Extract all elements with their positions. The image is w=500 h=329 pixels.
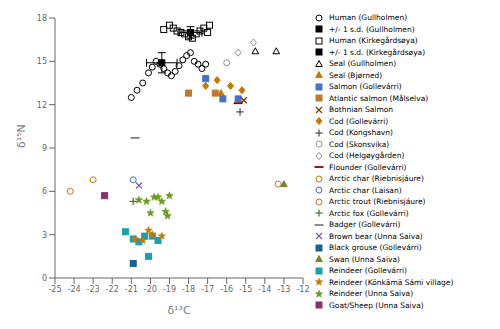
html-text:Arctic fox (Gollevárri): Arctic fox (Gollevárri) [329,208,409,218]
svg-text:-17: -17 [201,285,214,294]
svg-text:-23: -23 [87,285,100,294]
svg-text:-20: -20 [144,285,157,294]
html-text:+/- 1 s.d. (Kirkegårdsøya): +/- 1 s.d. (Kirkegårdsøya) [329,47,426,57]
html-text:Arctic char (Riebnisjáure): Arctic char (Riebnisjáure) [329,174,424,184]
html-text:Badger (Gollevárri): Badger (Gollevárri) [329,220,401,230]
html-text:Reindeer (Unna Saiva): Reindeer (Unna Saiva) [329,289,414,299]
svg-text:0: 0 [42,274,47,283]
svg-text:18: 18 [37,14,47,23]
html-text:+/- 1 s.d. (Gullholmen): +/- 1 s.d. (Gullholmen) [329,24,415,34]
svg-text:-25: -25 [48,285,61,294]
svg-text:-18: -18 [182,285,195,294]
svg-text:-16: -16 [220,285,233,294]
svg-text:-19: -19 [163,285,176,294]
html-text:Atlantic salmon (Målselva): Atlantic salmon (Målselva) [329,93,429,103]
svg-text:-22: -22 [106,285,119,294]
html-text:Flounder (Gollevárri): Flounder (Gollevárri) [329,162,407,172]
svg-text:12: 12 [37,101,47,110]
html-text:Goat/Sheep (Unna Saiva): Goat/Sheep (Unna Saiva) [329,300,424,310]
html-text:Swan (Unna Saiva): Swan (Unna Saiva) [329,254,400,264]
html-text:Black grouse (Gollevárri): Black grouse (Gollevárri) [329,243,422,253]
html-text:Human (Gullholmen): Human (Gullholmen) [329,13,408,23]
html-text:Cod (Skonsvika): Cod (Skonsvika) [329,139,390,149]
svg-text:-21: -21 [125,285,138,294]
svg-text:-12: -12 [296,285,309,294]
svg-text:6: 6 [42,187,47,196]
svg-text:δ¹⁵N: δ¹⁵N [15,124,28,148]
html-text:Cod (Kongshavn): Cod (Kongshavn) [329,128,393,138]
html-text:Seal (Gullholmen): Seal (Gullholmen) [329,59,397,69]
svg-text:15: 15 [37,57,47,66]
html-text:Arctic char (Laisan): Arctic char (Laisan) [329,185,402,195]
html-text:Seal (Bjørned): Seal (Bjørned) [329,70,383,80]
html-text:Human (Kirkegårdsøya): Human (Kirkegårdsøya) [329,36,418,46]
html-text:Reindeer (Gollevárri): Reindeer (Gollevárri) [329,266,407,276]
svg-text:-13: -13 [277,285,290,294]
html-text:Bothnian Salmon: Bothnian Salmon [329,105,394,115]
html-text:Reindeer (Könkämä Sámi village: Reindeer (Könkämä Sámi village) [329,277,454,287]
svg-text:3: 3 [42,231,47,240]
svg-text:-15: -15 [239,285,252,294]
svg-text:-14: -14 [258,285,271,294]
html-text:Salmon (Gollevárri): Salmon (Gollevárri) [329,82,402,92]
svg-text:δ¹³C: δ¹³C [167,304,191,317]
html-text:Arctic trout (Riebnisjáure): Arctic trout (Riebnisjáure) [329,197,426,207]
html-text:Cod (Helgøygården): Cod (Helgøygården) [329,151,405,161]
svg-text:-24: -24 [68,285,81,294]
svg-text:9: 9 [42,144,47,153]
html-text:Brown bear (Unna Saiva): Brown bear (Unna Saiva) [329,231,423,241]
html-text:Cod (Gollevárri): Cod (Gollevárri) [329,116,389,126]
